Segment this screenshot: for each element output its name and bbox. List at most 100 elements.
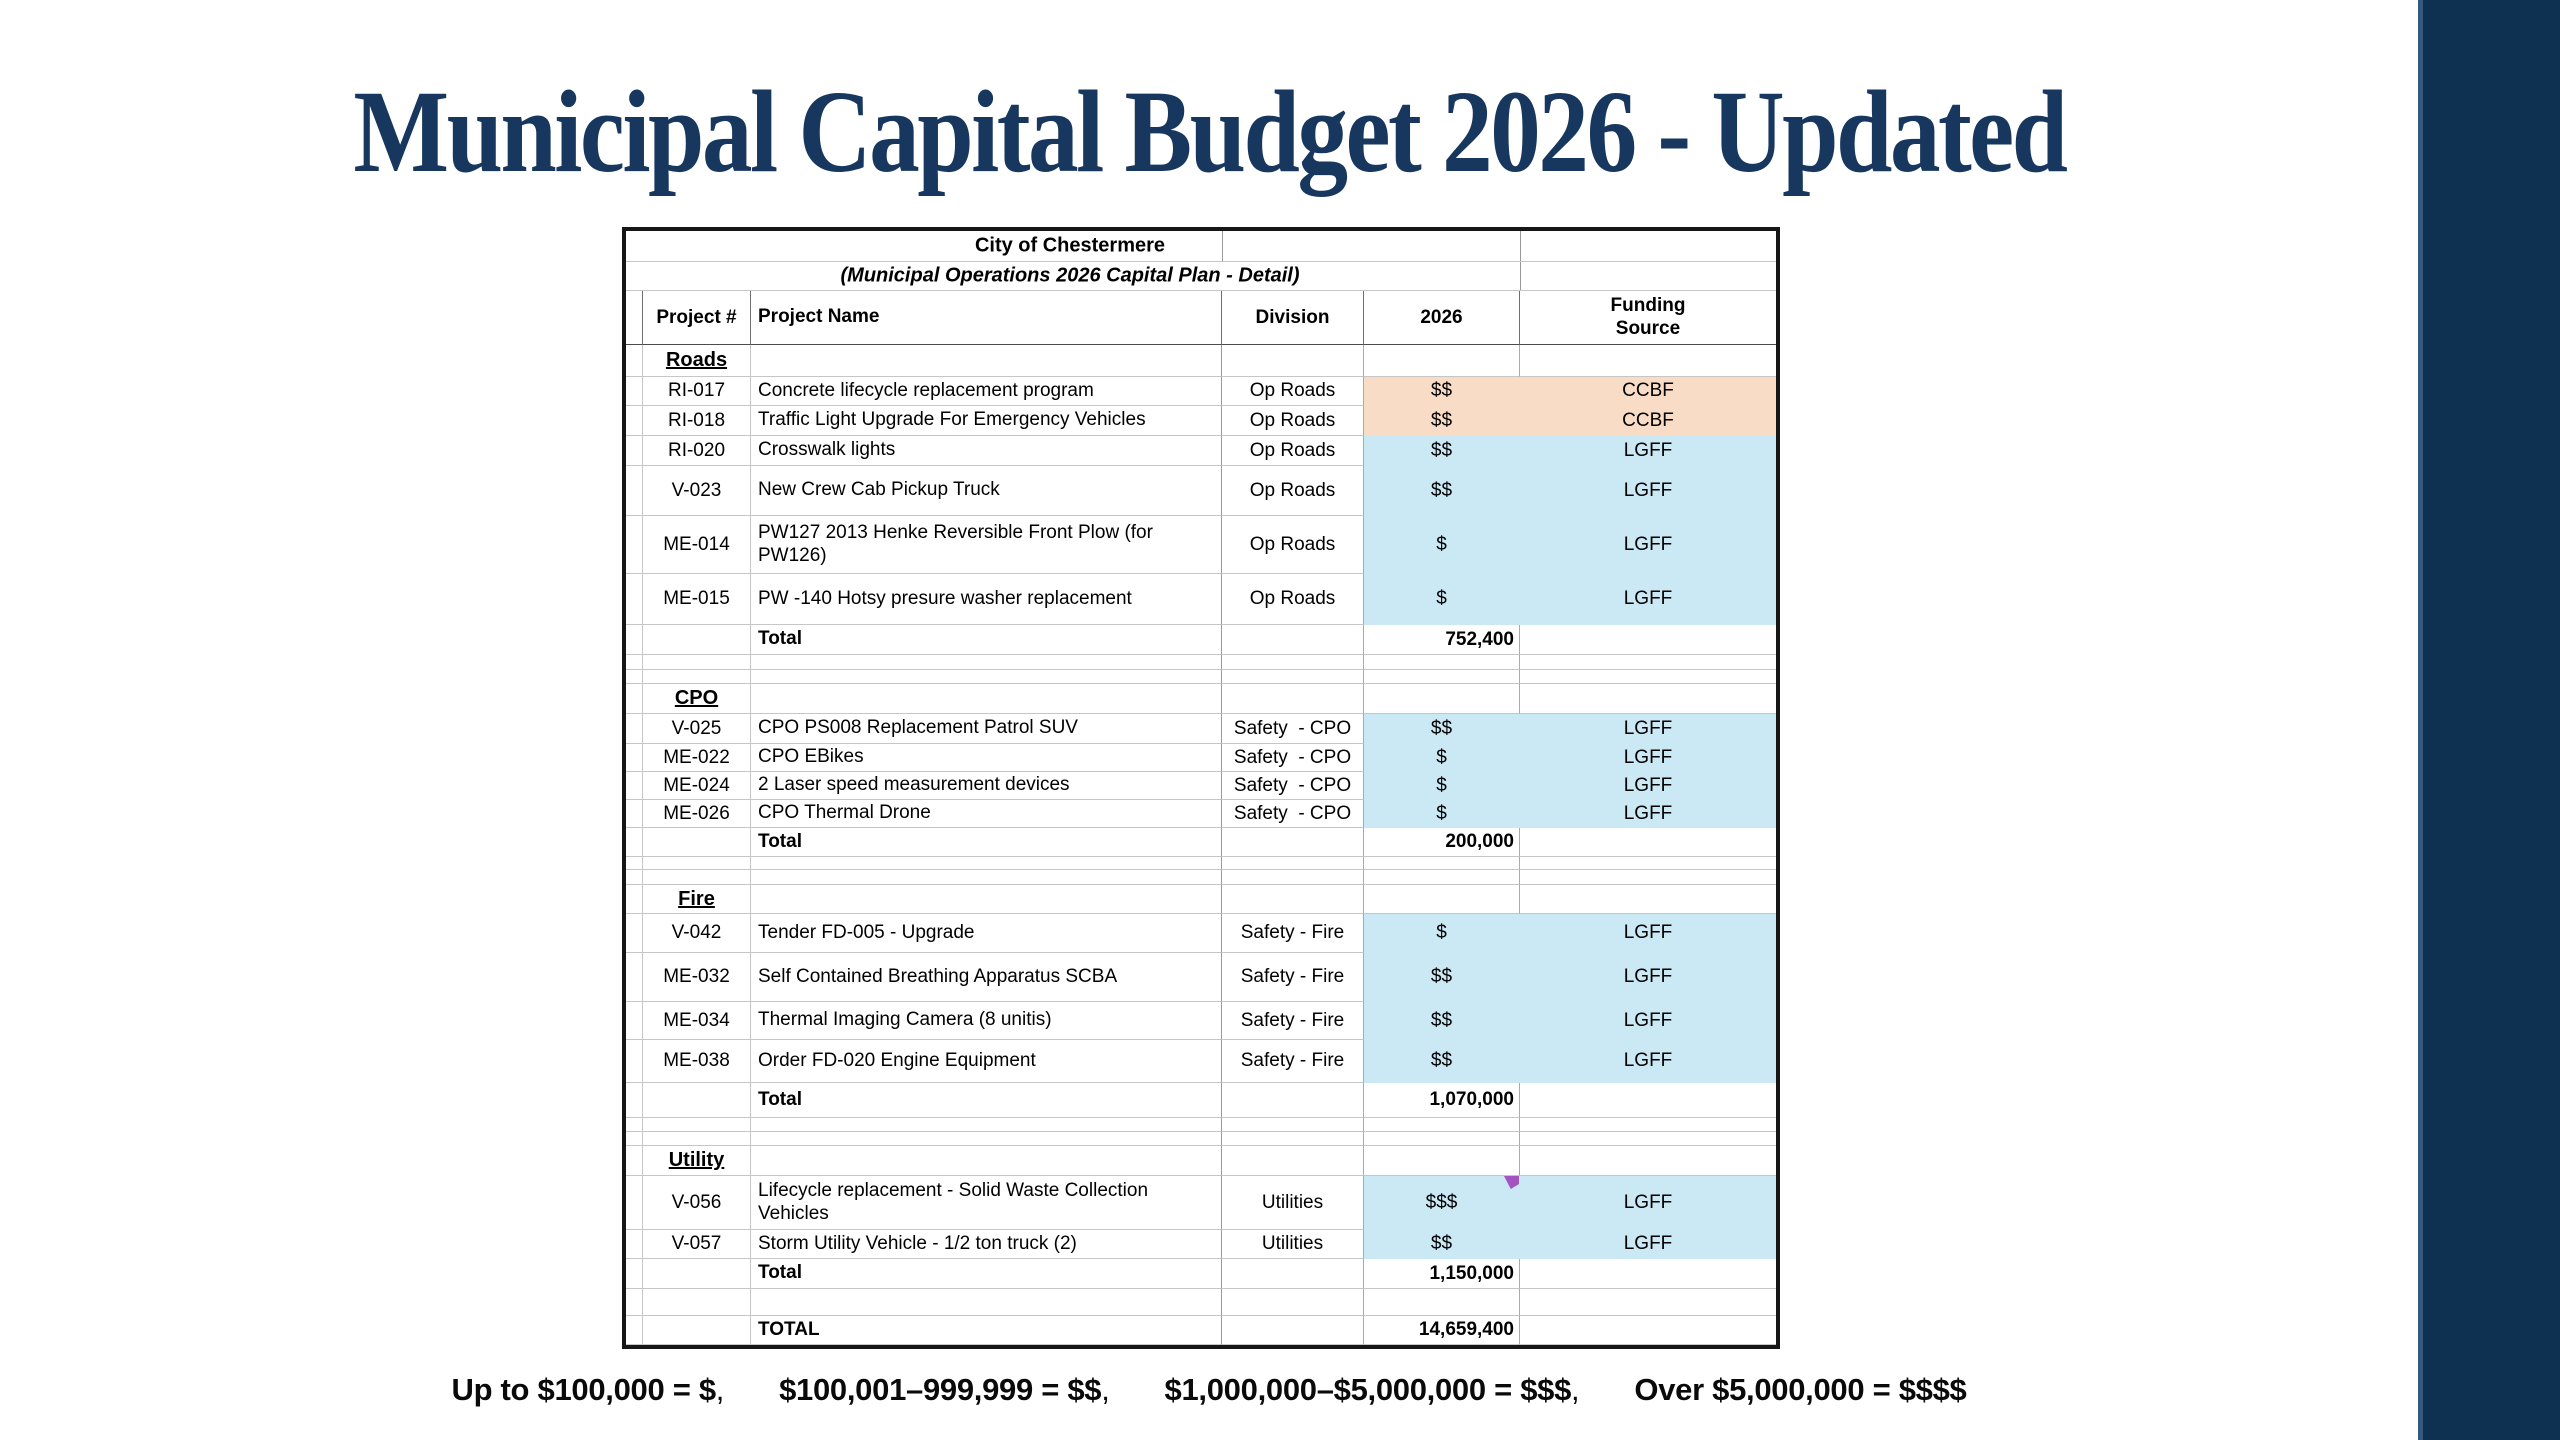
amount-cell: $ bbox=[1364, 914, 1520, 953]
funding-source-cell: CCBF bbox=[1520, 406, 1776, 436]
amount-cell: $ bbox=[1364, 772, 1520, 800]
division-cell: Op Roads bbox=[1222, 406, 1364, 436]
right-accent-bar bbox=[2418, 0, 2560, 1440]
project-number-cell: ME-014 bbox=[643, 516, 751, 574]
row-header-cell bbox=[626, 291, 643, 345]
division-cell: Safety - Fire bbox=[1222, 1040, 1364, 1083]
division-cell: Safety - Fire bbox=[1222, 953, 1364, 1002]
section-header-row: Utility bbox=[626, 1146, 1776, 1176]
division-cell: Op Roads bbox=[1222, 516, 1364, 574]
section-header-row: CPO bbox=[626, 684, 1776, 714]
division-cell: Utilities bbox=[1222, 1176, 1364, 1230]
table-row: ME-032 Self Contained Breathing Apparatu… bbox=[626, 953, 1776, 1002]
legend-item: $1,000,000–$5,000,000 = $$$ bbox=[1164, 1372, 1572, 1407]
gridline bbox=[1222, 231, 1223, 261]
table-subtitle: (Municipal Operations 2026 Capital Plan … bbox=[840, 264, 1300, 287]
project-name-cell: PW127 2013 Henke Reversible Front Plow (… bbox=[751, 516, 1222, 574]
table-row: ME-015 PW -140 Hotsy presure washer repl… bbox=[626, 574, 1776, 625]
amount-cell: $ bbox=[1364, 574, 1520, 625]
spacer-row bbox=[626, 857, 1776, 870]
legend-item: Up to $100,000 = $ bbox=[451, 1372, 717, 1407]
project-number-cell: V-023 bbox=[643, 466, 751, 516]
division-cell: Safety - CPO bbox=[1222, 800, 1364, 828]
funding-source-cell: LGFF bbox=[1520, 800, 1776, 828]
amount-cell: $$ bbox=[1364, 1040, 1520, 1083]
table-row: ME-014 PW127 2013 Henke Reversible Front… bbox=[626, 516, 1776, 574]
project-number-cell: ME-038 bbox=[643, 1040, 751, 1083]
section-label: Fire bbox=[678, 887, 715, 910]
project-number-cell: RI-020 bbox=[643, 436, 751, 466]
amount-value: $$$ bbox=[1425, 1191, 1458, 1213]
table-row: RI-018 Traffic Light Upgrade For Emergen… bbox=[626, 406, 1776, 436]
section-label: Roads bbox=[665, 349, 728, 371]
table-header-row: Project # Project Name Division 2026 Fun… bbox=[626, 291, 1776, 345]
spacer-row bbox=[626, 870, 1776, 885]
funding-source-cell: LGFF bbox=[1520, 953, 1776, 1002]
total-row: Total 200,000 bbox=[626, 828, 1776, 857]
table-title: City of Chestermere bbox=[974, 234, 1166, 257]
table-row: ME-026 CPO Thermal Drone Safety - CPO $ … bbox=[626, 800, 1776, 828]
budget-table: City of Chestermere (Municipal Operation… bbox=[622, 227, 1780, 1349]
total-row: Total 1,070,000 bbox=[626, 1083, 1776, 1118]
project-name-cell: Storm Utility Vehicle - 1/2 ton truck (2… bbox=[751, 1230, 1222, 1259]
amount-cell: $$ bbox=[1364, 714, 1520, 744]
table-row: V-023 New Crew Cab Pickup Truck Op Roads… bbox=[626, 466, 1776, 516]
project-number-cell: RI-017 bbox=[643, 377, 751, 406]
project-number-cell: ME-032 bbox=[643, 953, 751, 1002]
section-header-row: Roads bbox=[626, 345, 1776, 377]
project-name-cell: 2 Laser speed measurement devices bbox=[751, 772, 1222, 800]
project-number-cell: V-025 bbox=[643, 714, 751, 744]
amount-cell: $$ bbox=[1364, 436, 1520, 466]
project-name-cell: Traffic Light Upgrade For Emergency Vehi… bbox=[751, 406, 1222, 436]
division-cell: Safety - Fire bbox=[1222, 914, 1364, 953]
grand-total-label: TOTAL bbox=[751, 1316, 1222, 1345]
amount-cell: $$ bbox=[1364, 406, 1520, 436]
table-row: V-042 Tender FD-005 - Upgrade Safety - F… bbox=[626, 914, 1776, 953]
amount-cell: $$$ bbox=[1364, 1176, 1520, 1230]
project-number-cell: ME-024 bbox=[643, 772, 751, 800]
project-name-cell: CPO PS008 Replacement Patrol SUV bbox=[751, 714, 1222, 744]
total-label: Total bbox=[751, 625, 1222, 655]
division-cell: Safety - Fire bbox=[1222, 1002, 1364, 1040]
funding-source-cell: LGFF bbox=[1520, 574, 1776, 625]
gridline bbox=[1520, 262, 1521, 290]
spacer-row bbox=[626, 1132, 1776, 1146]
division-cell: Op Roads bbox=[1222, 436, 1364, 466]
table-row: ME-024 2 Laser speed measurement devices… bbox=[626, 772, 1776, 800]
table-row: ME-022 CPO EBikes Safety - CPO $ LGFF bbox=[626, 744, 1776, 772]
project-name-cell: Tender FD-005 - Upgrade bbox=[751, 914, 1222, 953]
grand-total-row: TOTAL 14,659,400 bbox=[626, 1316, 1776, 1345]
total-label: Total bbox=[751, 1083, 1222, 1118]
division-cell: Op Roads bbox=[1222, 574, 1364, 625]
project-name-cell: CPO Thermal Drone bbox=[751, 800, 1222, 828]
table-title-row: City of Chestermere bbox=[626, 231, 1776, 262]
spacer-row bbox=[626, 1289, 1776, 1316]
grand-total-amount: 14,659,400 bbox=[1364, 1316, 1520, 1345]
total-amount: 1,150,000 bbox=[1364, 1259, 1520, 1289]
spacer-row bbox=[626, 1118, 1776, 1132]
funding-source-cell: LGFF bbox=[1520, 1230, 1776, 1259]
project-number-cell: RI-018 bbox=[643, 406, 751, 436]
project-name-cell: Order FD-020 Engine Equipment bbox=[751, 1040, 1222, 1083]
gridline bbox=[1520, 231, 1521, 261]
amount-legend: Up to $100,000 = $, $100,001–999,999 = $$… bbox=[0, 1372, 2418, 1408]
amount-cell: $ bbox=[1364, 800, 1520, 828]
division-cell: Safety - CPO bbox=[1222, 744, 1364, 772]
division-cell: Safety - CPO bbox=[1222, 772, 1364, 800]
amount-cell: $$ bbox=[1364, 1230, 1520, 1259]
amount-cell: $$ bbox=[1364, 466, 1520, 516]
section-header-row: Fire bbox=[626, 885, 1776, 914]
comment-indicator-icon bbox=[1504, 1176, 1519, 1189]
project-name-cell: Self Contained Breathing Apparatus SCBA bbox=[751, 953, 1222, 1002]
funding-source-cell: LGFF bbox=[1520, 772, 1776, 800]
project-number-cell: V-056 bbox=[643, 1176, 751, 1230]
header-funding-source: Funding Source bbox=[1520, 291, 1776, 345]
table-row: V-057 Storm Utility Vehicle - 1/2 ton tr… bbox=[626, 1230, 1776, 1259]
project-number-cell: ME-034 bbox=[643, 1002, 751, 1040]
funding-source-cell: LGFF bbox=[1520, 436, 1776, 466]
total-row: Total 752,400 bbox=[626, 625, 1776, 655]
amount-cell: $ bbox=[1364, 516, 1520, 574]
table-row: ME-034 Thermal Imaging Camera (8 unitis)… bbox=[626, 1002, 1776, 1040]
amount-cell: $$ bbox=[1364, 377, 1520, 406]
